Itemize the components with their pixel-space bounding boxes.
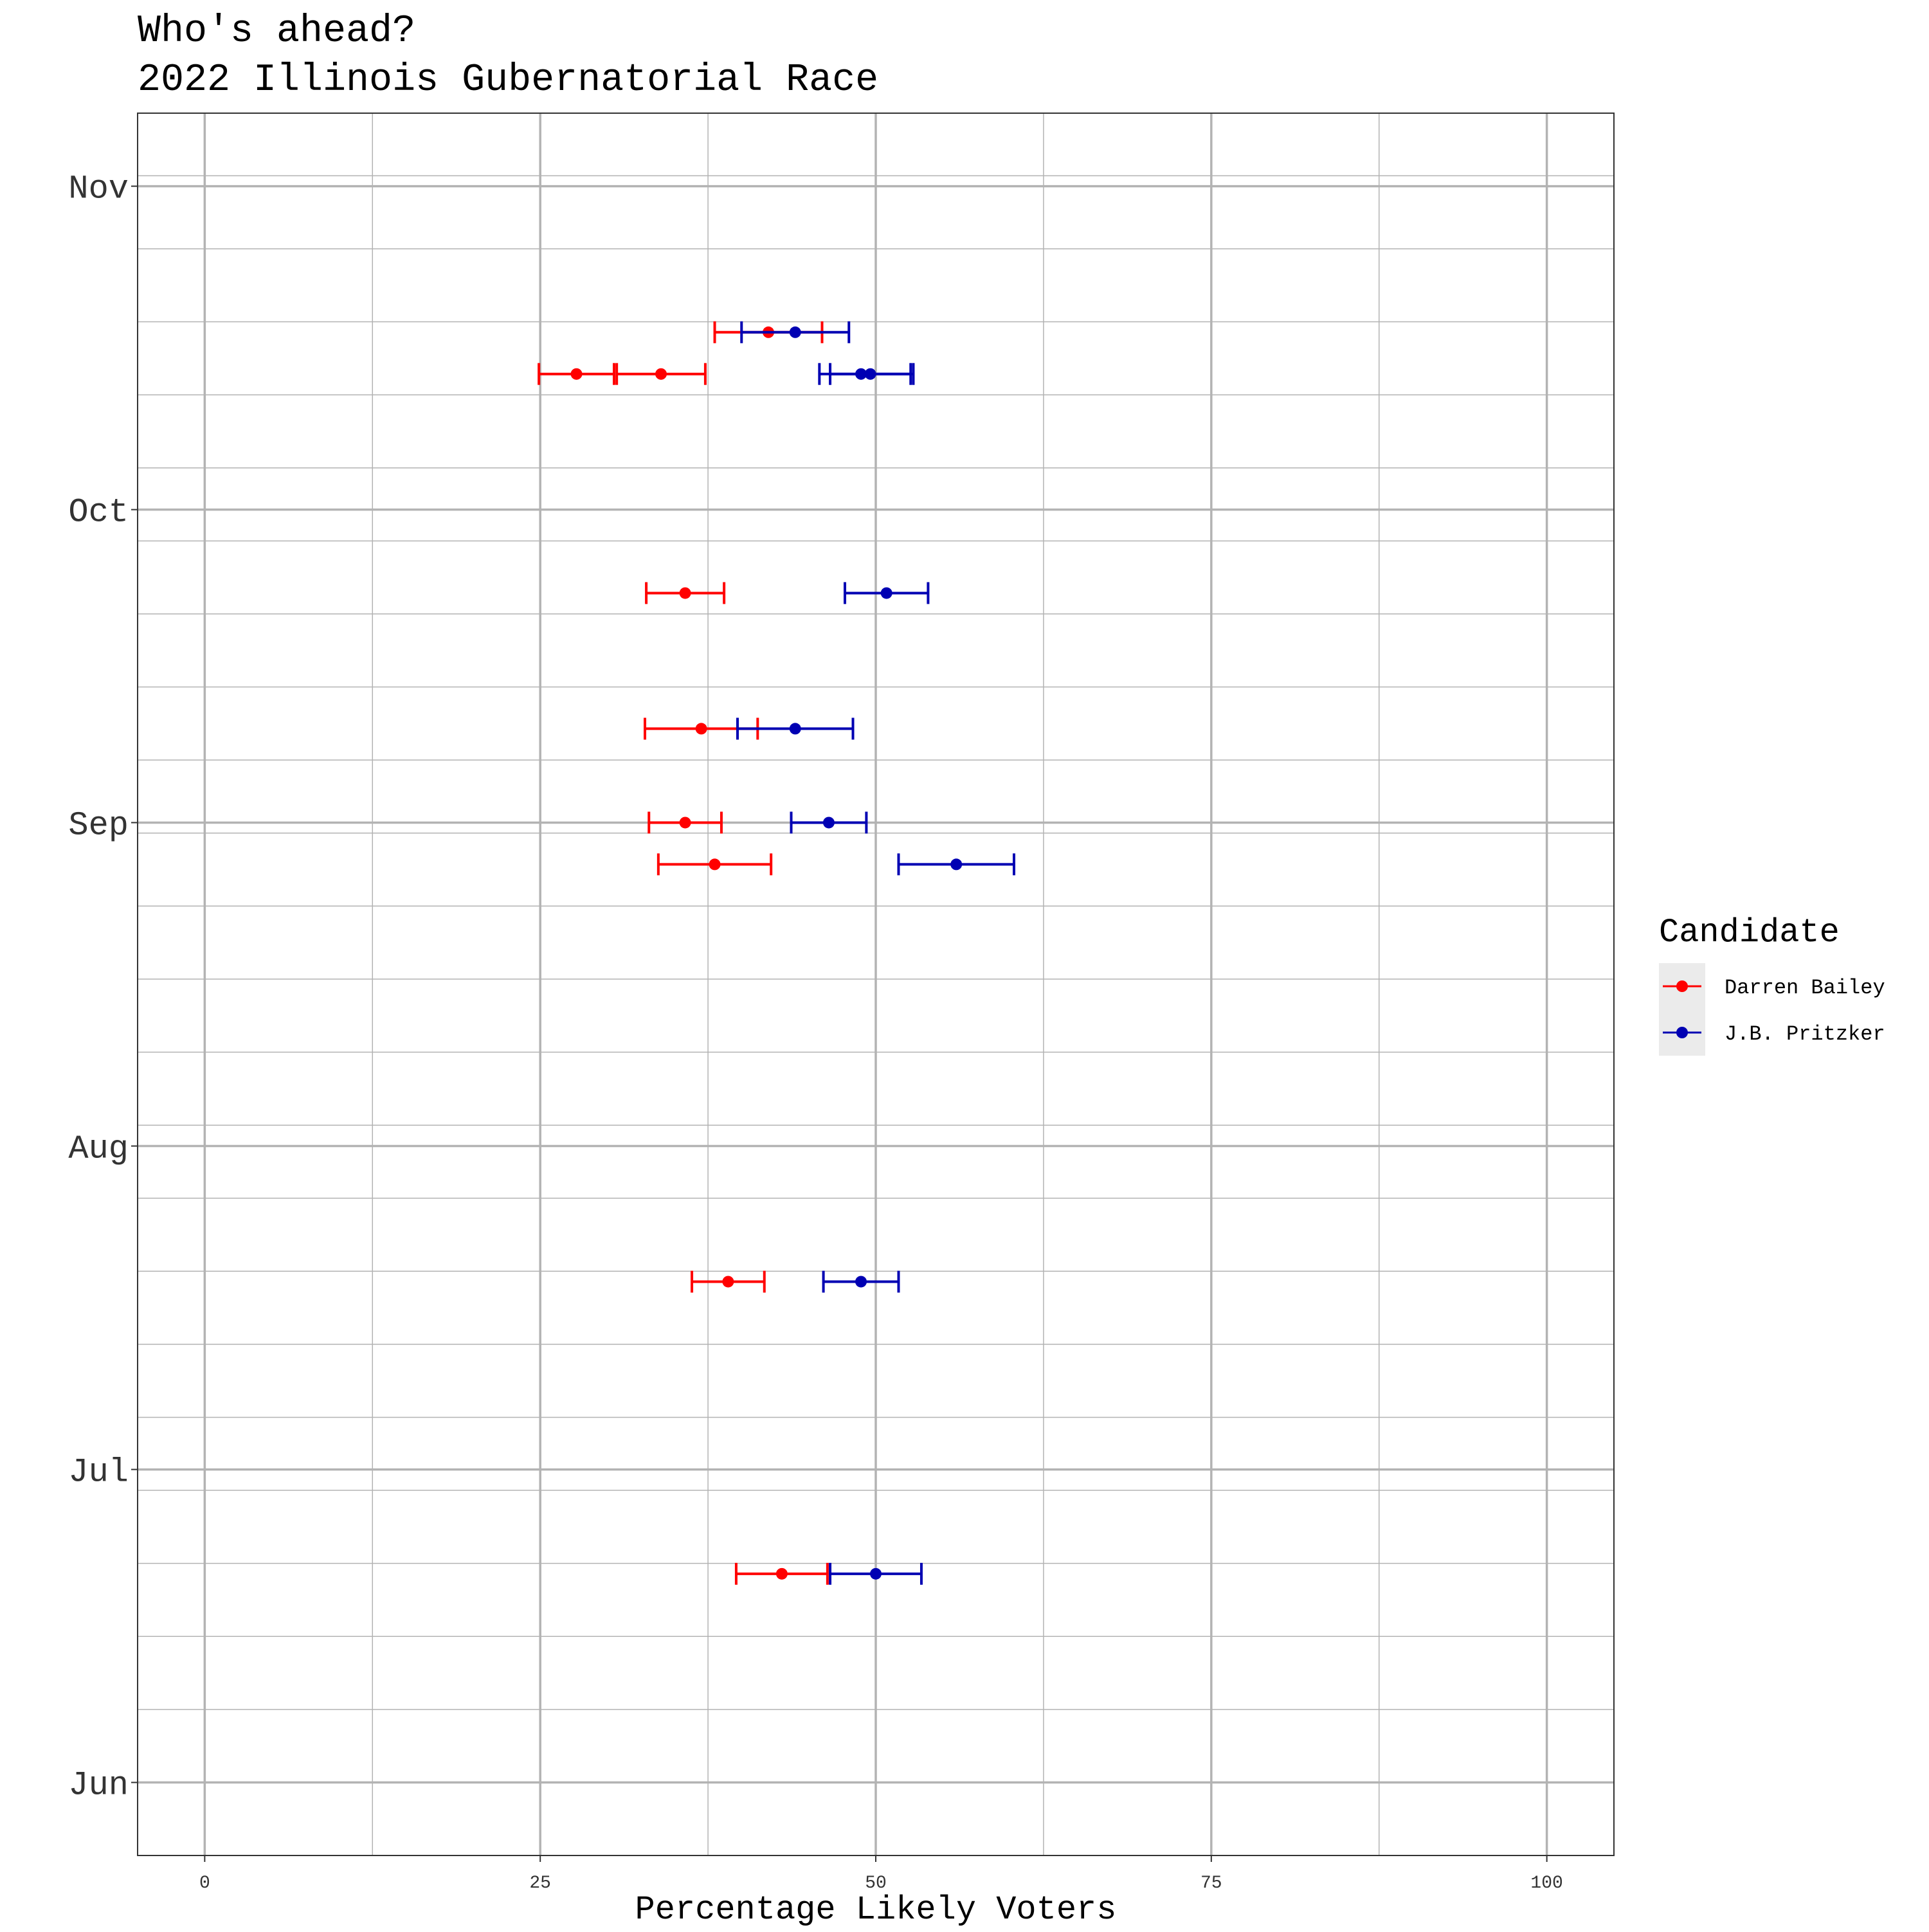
legend-key-point-jb-pritzker [1676,1027,1688,1038]
chart-subtitle: 2022 Illinois Gubernatorial Race [138,59,878,102]
data-point [679,817,691,829]
y-tick-label: Aug [68,1130,129,1168]
y-tick-label: Sep [68,806,129,844]
y-tick-label: Nov [68,170,129,208]
legend: Candidate Darren Bailey J.B. Pritzker [1659,914,1885,1056]
x-tick-label: 100 [1530,1873,1562,1893]
data-point [570,368,583,380]
data-point [789,723,801,735]
x-tick-label: 50 [865,1873,887,1893]
data-point [722,1276,734,1288]
axis-layer: 0 25 50 75 100 Jun Jul Aug Sep Oct Nov [68,170,1562,1893]
x-tick-label: 75 [1200,1873,1222,1893]
legend-key-point-darren-bailey [1676,980,1688,992]
data-point [855,1276,867,1288]
legend-label-jb-pritzker: J.B. Pritzker [1725,1022,1885,1046]
chart-title: Who's ahead? [138,10,415,53]
data-point [679,587,691,599]
x-tick-label: 25 [529,1873,551,1893]
grid-layer [138,113,1614,1855]
legend-label-darren-bailey: Darren Bailey [1725,976,1885,1000]
data-point [855,368,867,380]
y-tick-label: Jun [68,1766,129,1804]
marks-layer [538,321,1015,1585]
data-point [775,1567,788,1580]
data-point [950,858,963,871]
data-point [709,858,721,871]
x-axis-title: Percentage Likely Voters [635,1891,1117,1929]
data-point [695,723,707,735]
data-point [880,587,892,599]
data-point [789,326,801,338]
y-tick-label: Jul [68,1454,129,1492]
data-point [655,368,667,380]
data-point [822,817,835,829]
y-tick-label: Oct [68,494,129,532]
series-j-b-pritzker [736,321,1015,1585]
x-tick-label: 0 [199,1873,210,1893]
data-point [870,1567,882,1580]
legend-title: Candidate [1659,914,1840,952]
